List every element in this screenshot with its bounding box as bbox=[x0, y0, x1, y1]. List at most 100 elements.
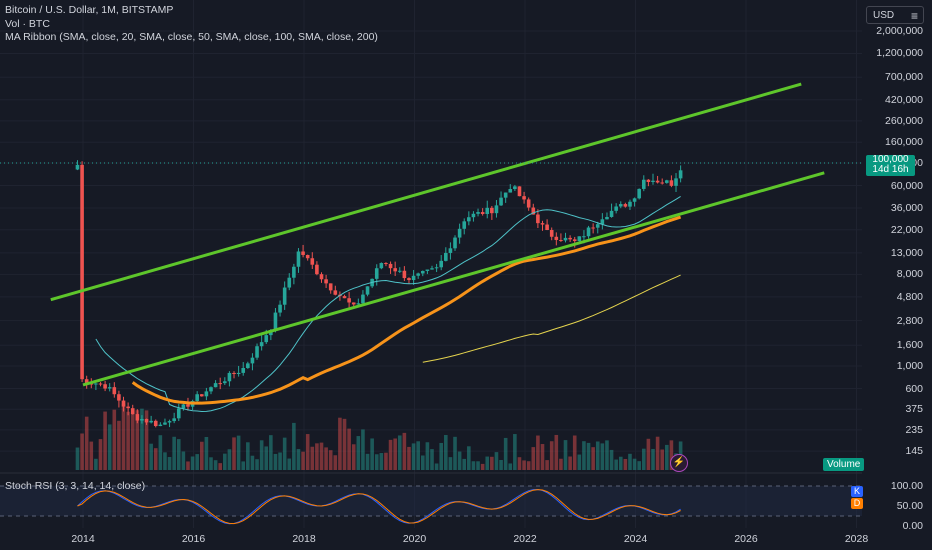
candle-body bbox=[632, 198, 637, 202]
candle-body bbox=[407, 278, 411, 281]
candle-body bbox=[554, 236, 559, 240]
candle-body bbox=[536, 214, 540, 224]
rsi-k-badge: K bbox=[851, 486, 863, 497]
candle-body bbox=[94, 383, 98, 385]
volume-bar bbox=[632, 458, 637, 470]
price-tick-label: 60,000 bbox=[890, 179, 923, 192]
volume-bar bbox=[646, 438, 651, 470]
volume-bar bbox=[370, 438, 374, 470]
candle-body bbox=[292, 266, 296, 278]
volume-bar bbox=[255, 459, 259, 470]
candle-body bbox=[172, 418, 176, 422]
volume-bar bbox=[618, 456, 623, 470]
volume-bar bbox=[112, 409, 117, 470]
candle-body bbox=[457, 228, 462, 238]
price-tick-label: 8,000 bbox=[896, 268, 923, 281]
volume-bar bbox=[158, 435, 163, 470]
candle-body bbox=[223, 381, 227, 384]
price-tick-label: 13,000 bbox=[890, 246, 923, 259]
candle-body bbox=[563, 237, 568, 241]
legend-title: Bitcoin / U.S. Dollar, 1M, BITSTAMP bbox=[5, 4, 174, 16]
volume-bar bbox=[84, 416, 89, 470]
volume-bar bbox=[572, 435, 577, 470]
volume-bar bbox=[457, 451, 462, 470]
volume-bar bbox=[236, 435, 241, 470]
rsi-tick-label: 50.00 bbox=[896, 500, 923, 512]
volume-bar bbox=[494, 452, 499, 470]
candle-body bbox=[586, 227, 591, 237]
volume-bar bbox=[559, 458, 563, 470]
volume-bar bbox=[655, 436, 660, 470]
volume-bar bbox=[186, 461, 190, 470]
volume-bar bbox=[89, 441, 94, 470]
price-tick-label: 1,600 bbox=[896, 339, 923, 352]
candle-body bbox=[494, 205, 499, 214]
candle-body bbox=[660, 182, 665, 184]
volume-bar bbox=[328, 450, 333, 470]
volume-bar bbox=[434, 463, 439, 470]
moving-average-ribbon bbox=[95, 195, 682, 413]
candle-body bbox=[149, 420, 153, 423]
candle-body bbox=[623, 204, 628, 207]
trend-channel[interactable] bbox=[50, 82, 825, 387]
price-tick-label: 700,000 bbox=[885, 71, 923, 84]
candle-body bbox=[577, 236, 582, 242]
candle-body bbox=[416, 273, 420, 276]
volume-bar bbox=[517, 457, 522, 470]
volume-bar bbox=[351, 444, 356, 470]
candle-body bbox=[342, 296, 347, 299]
volume-bar bbox=[402, 432, 407, 470]
volume-bar bbox=[135, 410, 140, 470]
volume-bar bbox=[176, 439, 181, 470]
currency-selector[interactable]: USD ≡ bbox=[866, 6, 924, 24]
candle-body bbox=[75, 164, 80, 170]
candle-body bbox=[674, 178, 678, 186]
volume-bar bbox=[149, 443, 153, 470]
volume-bar bbox=[531, 447, 536, 470]
volume-bar bbox=[227, 449, 232, 470]
volume-bar bbox=[181, 451, 186, 470]
lightning-icon[interactable]: ⚡ bbox=[670, 454, 688, 472]
volume-bar bbox=[526, 461, 531, 470]
candle-body bbox=[319, 274, 324, 280]
volume-bar bbox=[471, 461, 476, 470]
volume-bar bbox=[153, 448, 158, 470]
time-tick-label: 2018 bbox=[292, 533, 316, 545]
candle-body bbox=[508, 189, 513, 193]
volume-bar bbox=[623, 458, 628, 470]
candle-body bbox=[107, 387, 112, 389]
candle-body bbox=[135, 414, 140, 421]
candle-body bbox=[517, 186, 522, 197]
volume-bar bbox=[665, 444, 669, 470]
candle-body bbox=[255, 346, 259, 358]
volume-bar bbox=[195, 454, 199, 470]
price-tick-label: 1,200,000 bbox=[876, 47, 923, 60]
volume-bar bbox=[467, 446, 471, 470]
volume-bar bbox=[384, 452, 388, 470]
price-tick-label: 2,800 bbox=[896, 314, 923, 327]
volume-bar bbox=[522, 460, 526, 470]
rsi-d-line bbox=[77, 489, 681, 525]
volume-bar bbox=[292, 422, 296, 470]
candle-body bbox=[388, 263, 393, 269]
candle-body bbox=[167, 421, 172, 423]
volume-bar bbox=[420, 455, 425, 470]
time-tick-label: 2022 bbox=[513, 533, 537, 545]
candle-body bbox=[526, 199, 531, 208]
volume-bar bbox=[223, 453, 227, 470]
candle-body bbox=[374, 268, 379, 279]
volume-bar bbox=[379, 453, 384, 470]
volume-bar bbox=[246, 442, 250, 470]
time-tick-label: 2016 bbox=[181, 533, 206, 545]
candle-body bbox=[250, 357, 255, 364]
rsi-band bbox=[0, 486, 862, 516]
menu-icon: ≡ bbox=[910, 9, 918, 23]
candle-body bbox=[540, 223, 545, 225]
candle-body bbox=[609, 210, 614, 217]
volume-bar bbox=[250, 455, 255, 470]
candle-body bbox=[641, 179, 646, 189]
volume-bar bbox=[549, 441, 554, 470]
candle-body bbox=[665, 180, 669, 183]
candle-body bbox=[513, 186, 517, 190]
